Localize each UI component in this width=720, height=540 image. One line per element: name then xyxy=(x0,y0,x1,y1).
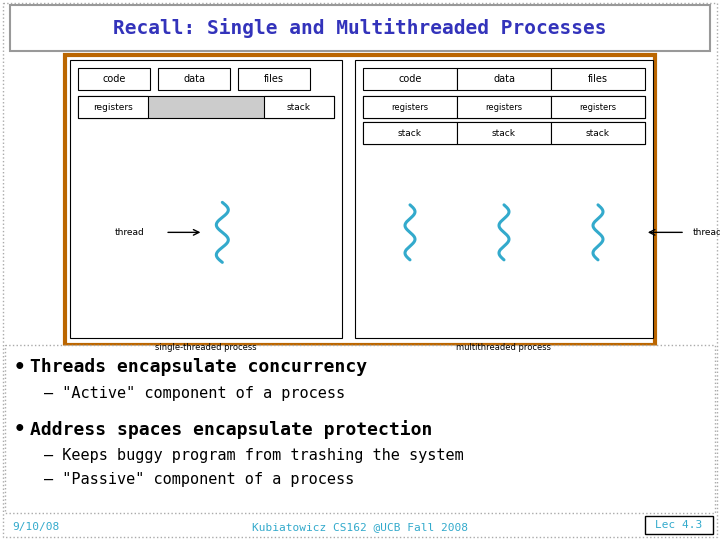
Text: code: code xyxy=(398,74,422,84)
Text: thread: thread xyxy=(693,228,720,237)
Text: – Keeps buggy program from trashing the system: – Keeps buggy program from trashing the … xyxy=(44,448,464,463)
Text: – "Active" component of a process: – "Active" component of a process xyxy=(44,386,345,401)
Text: files: files xyxy=(264,74,284,84)
Bar xyxy=(551,68,645,90)
Text: Threads encapsulate concurrency: Threads encapsulate concurrency xyxy=(30,358,367,376)
Text: single-threaded process: single-threaded process xyxy=(156,343,257,353)
Text: files: files xyxy=(588,74,608,84)
Bar xyxy=(10,5,710,51)
Text: registers: registers xyxy=(93,103,133,111)
Bar xyxy=(363,68,457,90)
Bar xyxy=(158,68,230,90)
Bar xyxy=(78,96,148,118)
Text: Lec 4.3: Lec 4.3 xyxy=(655,520,703,530)
Text: stack: stack xyxy=(398,129,422,138)
Bar xyxy=(457,122,551,144)
Text: •: • xyxy=(14,420,26,439)
Bar xyxy=(264,96,334,118)
Bar xyxy=(78,96,334,118)
Text: Recall: Single and Multithreaded Processes: Recall: Single and Multithreaded Process… xyxy=(113,18,607,38)
Bar xyxy=(457,96,551,118)
Text: Kubiatowicz CS162 @UCB Fall 2008: Kubiatowicz CS162 @UCB Fall 2008 xyxy=(252,522,468,532)
Bar xyxy=(551,96,645,118)
Text: registers: registers xyxy=(485,103,523,111)
Bar xyxy=(363,96,457,118)
Bar xyxy=(78,68,150,90)
Text: data: data xyxy=(183,74,205,84)
Text: •: • xyxy=(14,358,26,377)
Bar xyxy=(363,122,457,144)
Bar xyxy=(355,60,653,338)
Text: – "Passive" component of a process: – "Passive" component of a process xyxy=(44,472,354,487)
Text: stack: stack xyxy=(287,103,311,111)
Text: stack: stack xyxy=(492,129,516,138)
Bar xyxy=(65,55,655,345)
Bar xyxy=(5,345,715,513)
Text: data: data xyxy=(493,74,515,84)
Text: code: code xyxy=(102,74,126,84)
Bar xyxy=(238,68,310,90)
Text: Address spaces encapsulate protection: Address spaces encapsulate protection xyxy=(30,420,433,439)
Text: stack: stack xyxy=(586,129,610,138)
Bar xyxy=(457,68,551,90)
Bar xyxy=(645,516,713,534)
Bar xyxy=(363,122,645,144)
Text: 9/10/08: 9/10/08 xyxy=(12,522,59,532)
Text: multithreaded process: multithreaded process xyxy=(456,343,552,353)
Text: registers: registers xyxy=(580,103,616,111)
Text: thread: thread xyxy=(115,228,145,237)
Bar xyxy=(70,60,342,338)
Text: registers: registers xyxy=(392,103,428,111)
Bar xyxy=(363,96,645,118)
Bar xyxy=(551,122,645,144)
